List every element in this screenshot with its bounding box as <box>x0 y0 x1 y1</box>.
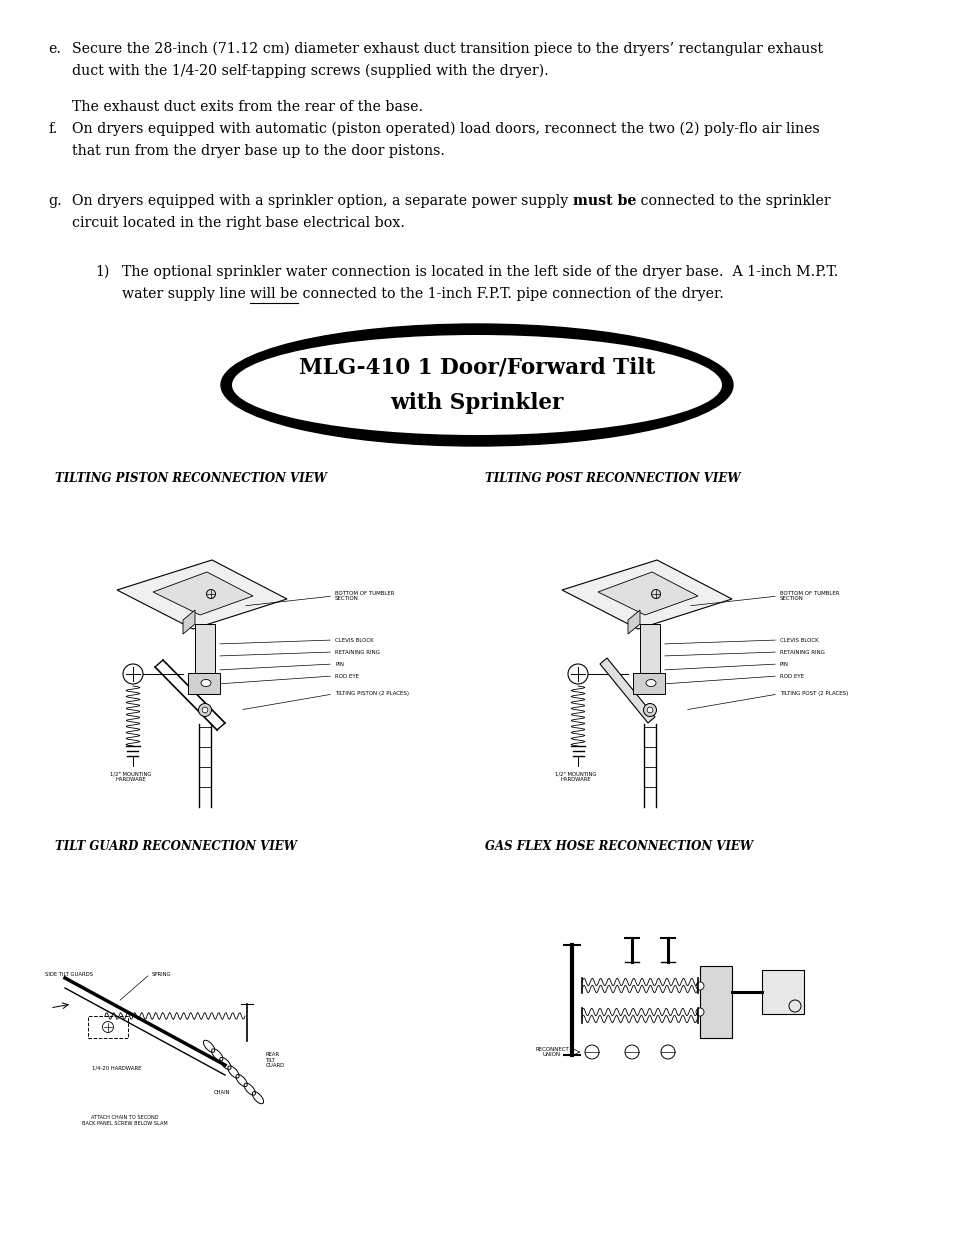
Text: SPRING: SPRING <box>152 972 172 977</box>
Text: circuit located in the right base electrical box.: circuit located in the right base electr… <box>71 216 405 230</box>
FancyBboxPatch shape <box>194 624 214 674</box>
Text: The optional sprinkler water connection is located in the left side of the dryer: The optional sprinkler water connection … <box>122 266 838 279</box>
Text: g.: g. <box>48 194 62 207</box>
Circle shape <box>646 708 652 713</box>
FancyBboxPatch shape <box>639 624 659 674</box>
Polygon shape <box>627 610 639 634</box>
Text: ATTACH CHAIN TO SECOND
BACK PANEL SCREW BELOW SLAM: ATTACH CHAIN TO SECOND BACK PANEL SCREW … <box>82 1115 168 1126</box>
Text: TILTING PISTON RECONNECTION VIEW: TILTING PISTON RECONNECTION VIEW <box>55 472 327 485</box>
Text: CLEVIS BLOCK: CLEVIS BLOCK <box>780 637 818 642</box>
Text: CHAIN: CHAIN <box>213 1091 230 1095</box>
Circle shape <box>696 982 703 990</box>
FancyBboxPatch shape <box>633 673 664 694</box>
FancyBboxPatch shape <box>700 966 731 1037</box>
Text: 1): 1) <box>95 266 110 279</box>
Circle shape <box>202 708 208 713</box>
Text: RETAINING RING: RETAINING RING <box>335 650 379 655</box>
Text: 1/2" MOUNTING
HARDWARE: 1/2" MOUNTING HARDWARE <box>555 771 596 782</box>
Text: ROD EYE: ROD EYE <box>335 673 358 678</box>
Ellipse shape <box>232 335 721 435</box>
Text: TILTING POST (2 PLACES): TILTING POST (2 PLACES) <box>780 692 847 697</box>
FancyBboxPatch shape <box>188 673 220 694</box>
Text: water supply line: water supply line <box>122 287 250 301</box>
Text: duct with the 1/4-20 self-tapping screws (supplied with the dryer).: duct with the 1/4-20 self-tapping screws… <box>71 64 548 78</box>
Ellipse shape <box>645 679 656 687</box>
Circle shape <box>198 704 212 716</box>
Polygon shape <box>117 559 287 629</box>
Text: RECONNECT
UNION: RECONNECT UNION <box>535 1046 568 1057</box>
Text: ROD EYE: ROD EYE <box>780 673 803 678</box>
Text: f.: f. <box>48 122 57 136</box>
Text: On dryers equipped with a sprinkler option, a separate power supply: On dryers equipped with a sprinkler opti… <box>71 194 572 207</box>
Ellipse shape <box>201 679 211 687</box>
Text: e.: e. <box>48 42 61 56</box>
Text: The exhaust duct exits from the rear of the base.: The exhaust duct exits from the rear of … <box>71 100 423 114</box>
Text: TILT GUARD RECONNECTION VIEW: TILT GUARD RECONNECTION VIEW <box>55 840 296 853</box>
Polygon shape <box>599 658 655 722</box>
Text: TILTING POST RECONNECTION VIEW: TILTING POST RECONNECTION VIEW <box>484 472 740 485</box>
Polygon shape <box>183 610 194 634</box>
Text: On dryers equipped with automatic (piston operated) load doors, reconnect the tw: On dryers equipped with automatic (pisto… <box>71 122 819 136</box>
Text: PIN: PIN <box>780 662 788 667</box>
Text: GAS FLEX HOSE RECONNECTION VIEW: GAS FLEX HOSE RECONNECTION VIEW <box>484 840 752 853</box>
Text: will be: will be <box>250 287 297 301</box>
Polygon shape <box>598 572 698 615</box>
Circle shape <box>696 1008 703 1016</box>
Text: connected to the sprinkler: connected to the sprinkler <box>636 194 830 207</box>
Polygon shape <box>561 559 731 629</box>
Text: 1/4-20 HARDWARE: 1/4-20 HARDWARE <box>91 1065 141 1070</box>
Text: Secure the 28-inch (71.12 cm) diameter exhaust duct transition piece to the drye: Secure the 28-inch (71.12 cm) diameter e… <box>71 42 822 57</box>
Text: must be: must be <box>572 194 636 207</box>
Text: with Sprinkler: with Sprinkler <box>390 391 563 414</box>
Text: RETAINING RING: RETAINING RING <box>780 650 824 655</box>
FancyBboxPatch shape <box>761 969 803 1014</box>
Text: 1/2" MOUNTING
HARDWARE: 1/2" MOUNTING HARDWARE <box>111 771 152 782</box>
Text: PIN: PIN <box>335 662 344 667</box>
Circle shape <box>643 704 656 716</box>
Text: that run from the dryer base up to the door pistons.: that run from the dryer base up to the d… <box>71 144 444 158</box>
Text: TILTING PISTON (2 PLACES): TILTING PISTON (2 PLACES) <box>335 692 409 697</box>
Text: REAR
TILT
GUARD: REAR TILT GUARD <box>266 1052 285 1068</box>
Ellipse shape <box>221 324 732 446</box>
Text: BOTTOM OF TUMBLER
SECTION: BOTTOM OF TUMBLER SECTION <box>335 590 395 601</box>
Text: connected to the 1-inch F.P.T. pipe connection of the dryer.: connected to the 1-inch F.P.T. pipe conn… <box>297 287 723 301</box>
Polygon shape <box>152 572 253 615</box>
Text: CLEVIS BLOCK: CLEVIS BLOCK <box>335 637 374 642</box>
Text: MLG-410 1 Door/Forward Tilt: MLG-410 1 Door/Forward Tilt <box>298 356 655 378</box>
Text: SIDE TILT GUARDS: SIDE TILT GUARDS <box>45 972 92 977</box>
Text: BOTTOM OF TUMBLER
SECTION: BOTTOM OF TUMBLER SECTION <box>780 590 839 601</box>
